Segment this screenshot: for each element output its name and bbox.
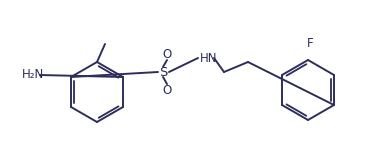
- Text: HN: HN: [200, 52, 218, 64]
- Text: S: S: [159, 66, 167, 78]
- Text: F: F: [307, 37, 313, 50]
- Text: H₂N: H₂N: [22, 69, 44, 81]
- Text: O: O: [162, 47, 171, 60]
- Text: O: O: [162, 83, 171, 97]
